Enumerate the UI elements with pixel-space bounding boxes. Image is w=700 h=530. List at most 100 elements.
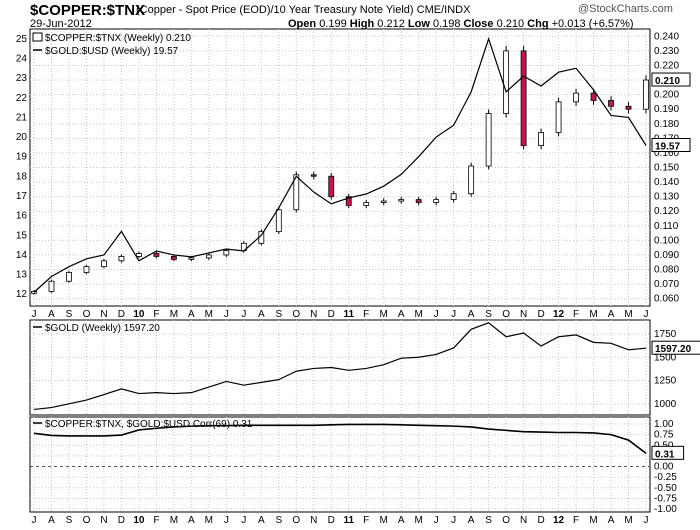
x-tick-label: N <box>310 515 317 526</box>
open-label: Open <box>288 18 317 30</box>
price-panel: 0.060 0.070 0.080 0.090 0.100 0.110 0.120 0.130… <box>16 28 691 320</box>
x-tick-label: M <box>170 515 178 526</box>
candle <box>223 250 230 256</box>
last-value-gold-box <box>651 340 700 355</box>
candle <box>136 253 142 257</box>
legend-gold: $GOLD (Weekly) 1597.20 <box>45 323 160 334</box>
candle <box>538 132 544 147</box>
x-tick-label: J <box>644 309 649 320</box>
x-tick-label: A <box>608 515 615 526</box>
x-tick-label: M <box>589 309 597 320</box>
x-tick-label: O <box>292 309 300 320</box>
x-tick-label: S <box>66 309 73 320</box>
x-tick-label: F <box>573 515 579 526</box>
candle <box>101 260 107 268</box>
x-tick-label: F <box>573 309 579 320</box>
x-tick-label: S <box>485 515 492 526</box>
x-tick-label: J <box>434 515 439 526</box>
x-tick-label: M <box>170 309 178 320</box>
x-tick-label: F <box>363 515 369 526</box>
x-tick-label: M <box>624 309 632 320</box>
y-left-tick-label: 13 <box>16 270 28 281</box>
y-right-tick-label: 1750 <box>654 329 677 340</box>
x-tick-label: A <box>398 309 405 320</box>
x-tick-label: A <box>258 309 265 320</box>
open-value: 0.199 <box>319 18 347 30</box>
x-tick-label: 12 <box>553 309 565 320</box>
gold-line <box>33 322 647 411</box>
x-tick-label: A <box>188 515 195 526</box>
y-right-tick-label: 0.120 <box>654 206 679 217</box>
x-tick-label: N <box>520 515 527 526</box>
y-right-tick-label: 0.230 <box>654 46 679 57</box>
x-tick-label: A <box>258 515 265 526</box>
y-right-tick-label: 0.080 <box>654 265 679 276</box>
y-right-tick-label: 0.220 <box>654 60 679 71</box>
x-tick-label: N <box>310 309 317 320</box>
y-right-tick-label: 0.75 <box>654 430 674 441</box>
x-tick-label: J <box>451 515 456 526</box>
y-left-tick-label: 17 <box>16 191 28 202</box>
x-tick-label: J <box>241 309 246 320</box>
x-tick-label: D <box>118 515 125 526</box>
candle <box>363 202 370 206</box>
x-tick-label: D <box>118 309 125 320</box>
y-right-tick-label: 0.140 <box>654 177 679 188</box>
x-tick-label: M <box>380 515 388 526</box>
candle <box>520 50 527 147</box>
candle <box>450 193 457 200</box>
x-tick-label: J <box>241 515 246 526</box>
candle <box>415 199 422 203</box>
x-tick-label: S <box>275 309 282 320</box>
correlation-line <box>33 423 647 454</box>
y-left-tick-label: 24 <box>16 53 28 64</box>
x-tick-label: J <box>32 309 37 320</box>
y-left-tick-label: 12 <box>16 289 28 300</box>
x-tick-label: D <box>328 309 335 320</box>
candle <box>275 209 282 233</box>
y-right-tick-label: 0.190 <box>654 104 679 115</box>
y-right-tick-label: 0.150 <box>654 163 679 174</box>
x-tick-label: A <box>468 309 475 320</box>
x-tick-label: O <box>83 309 91 320</box>
legend-candle-swatch <box>32 32 43 42</box>
y-right-tick-label: 0.100 <box>654 235 679 246</box>
candle <box>573 92 579 103</box>
chart-symbol: $COPPER:$TNX <box>30 2 146 19</box>
y-right-tick-label: 0.00 <box>654 462 674 473</box>
y-left-tick-label: 14 <box>16 250 28 261</box>
y-right-tick-label: 0.240 <box>654 31 679 42</box>
x-tick-label: M <box>415 515 423 526</box>
high-label: High <box>349 18 375 30</box>
last-value-right-box <box>651 72 691 87</box>
candle <box>625 105 632 110</box>
last-value-left-box <box>651 137 691 152</box>
x-tick-label: S <box>485 309 492 320</box>
x-tick-label: N <box>520 309 527 320</box>
y-right-tick-label: 0.200 <box>654 90 679 101</box>
x-tick-label: A <box>468 515 475 526</box>
y-right-tick-label: 1000 <box>654 399 677 410</box>
low-label: Low <box>407 18 430 30</box>
candle <box>188 257 195 260</box>
chg-label: Chg <box>527 18 549 30</box>
gold-usd-line <box>33 36 647 293</box>
x-tick-label: A <box>608 309 615 320</box>
close-value: 0.210 <box>496 18 525 30</box>
chart-date: 29-Jun-2012 <box>30 18 92 30</box>
y-right-tick-label: 1500 <box>654 352 677 363</box>
x-tick-label: F <box>153 309 159 320</box>
x-tick-label: 10 <box>133 515 145 526</box>
x-tick-label: M <box>589 515 597 526</box>
gold-panel-frame <box>29 319 651 416</box>
candle <box>48 280 55 292</box>
high-value: 0.212 <box>377 18 405 30</box>
candle <box>555 101 562 133</box>
candle <box>31 291 37 294</box>
x-tick-label: O <box>502 515 510 526</box>
x-tick-label: J <box>224 309 229 320</box>
legend-copper-tnx: $COPPER:$TNX (Weekly) 0.210 <box>45 33 191 44</box>
last-value-corr: 0.31 <box>655 449 675 460</box>
candle <box>170 256 177 260</box>
